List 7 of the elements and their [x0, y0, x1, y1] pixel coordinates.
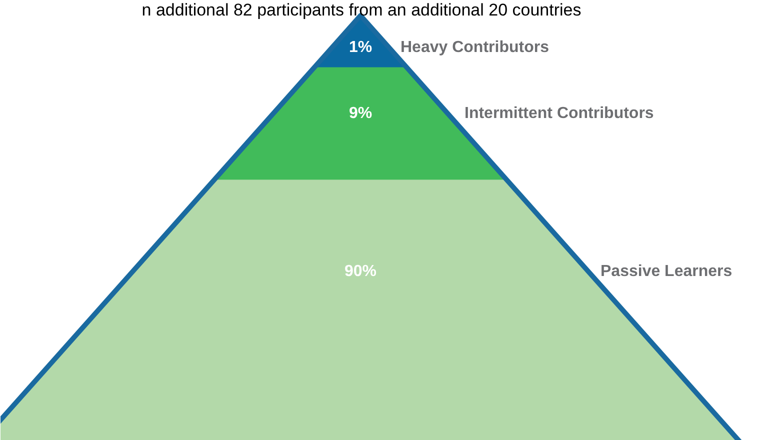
data-label: 9%: [348, 105, 372, 122]
data-label: 1%: [348, 39, 372, 56]
category-label: Passive Learners: [600, 263, 732, 280]
data-label: 90%: [344, 263, 377, 280]
text: n additional 82 participants from an additional 20 countries: [142, 0, 582, 20]
category-label: Intermittent Contributors: [464, 105, 654, 122]
category-label: Heavy Contributors: [400, 39, 550, 56]
